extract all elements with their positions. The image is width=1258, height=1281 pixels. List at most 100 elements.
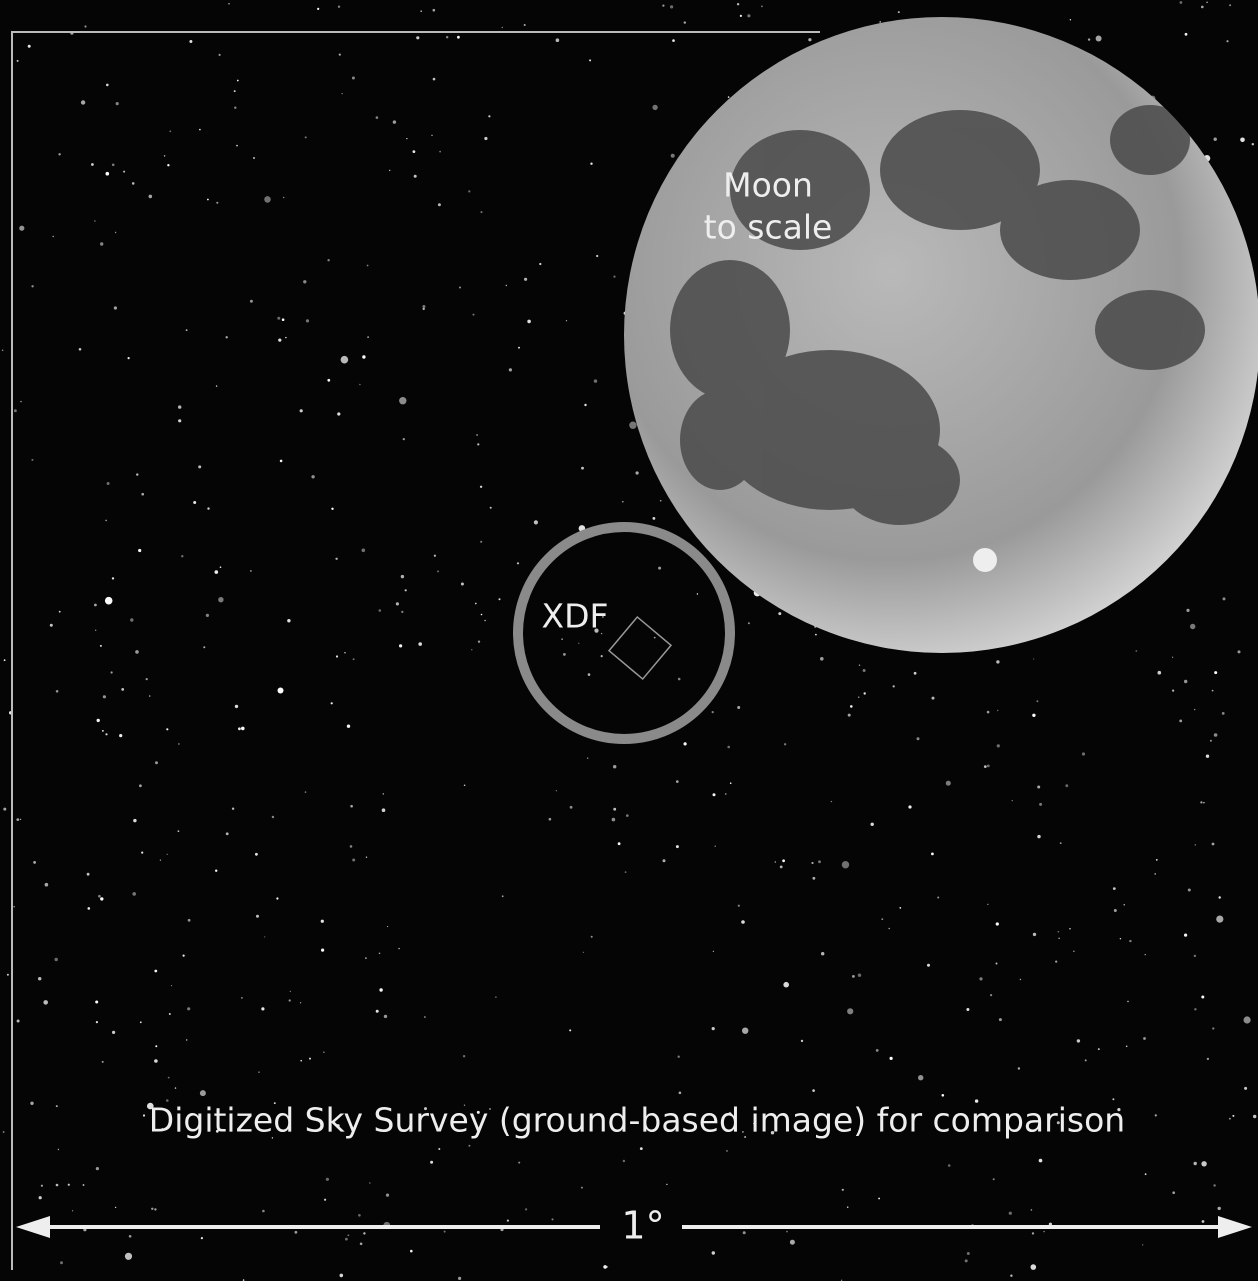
star xyxy=(105,520,107,522)
star xyxy=(715,846,716,847)
star xyxy=(363,1232,365,1234)
star xyxy=(1127,1001,1128,1002)
star xyxy=(360,1243,363,1246)
star xyxy=(1218,1207,1221,1210)
star xyxy=(878,1198,880,1200)
star xyxy=(1010,1275,1012,1277)
star xyxy=(105,597,113,605)
star xyxy=(613,276,615,278)
star xyxy=(1098,1048,1100,1050)
star xyxy=(549,818,552,821)
star xyxy=(679,1092,682,1095)
star xyxy=(457,36,460,39)
star xyxy=(1033,658,1034,659)
star xyxy=(105,733,107,735)
star xyxy=(398,948,399,949)
star xyxy=(327,379,330,382)
star xyxy=(326,1178,329,1181)
star xyxy=(345,1238,348,1241)
star xyxy=(201,1237,203,1239)
star xyxy=(164,155,165,156)
star xyxy=(588,673,591,676)
star xyxy=(253,157,255,159)
star xyxy=(813,877,816,880)
star xyxy=(305,136,307,138)
star xyxy=(420,10,422,12)
star xyxy=(1184,934,1187,937)
star xyxy=(1145,1173,1147,1175)
star xyxy=(596,255,598,257)
star xyxy=(401,575,404,578)
star xyxy=(258,1072,259,1073)
star xyxy=(820,657,824,661)
star xyxy=(1039,803,1042,806)
star xyxy=(946,781,951,786)
star xyxy=(102,730,104,732)
star xyxy=(287,619,290,622)
star xyxy=(876,1049,879,1052)
star xyxy=(83,1184,85,1186)
star xyxy=(17,60,19,62)
star xyxy=(431,135,432,136)
star xyxy=(1219,896,1221,898)
star xyxy=(1058,938,1059,939)
star xyxy=(509,368,512,371)
star xyxy=(241,727,245,731)
star xyxy=(433,9,436,12)
star xyxy=(1229,1118,1231,1120)
star xyxy=(128,357,130,359)
star xyxy=(484,620,486,622)
star xyxy=(1096,36,1102,42)
star xyxy=(84,25,86,27)
star xyxy=(1214,138,1217,141)
star xyxy=(879,21,881,23)
star xyxy=(130,618,133,621)
star xyxy=(672,39,675,42)
star xyxy=(94,220,96,222)
star xyxy=(79,348,82,351)
star xyxy=(1143,1037,1146,1040)
star xyxy=(808,38,811,41)
star xyxy=(676,845,679,848)
star xyxy=(578,643,579,644)
star xyxy=(468,190,470,192)
star xyxy=(1185,33,1188,36)
star xyxy=(821,952,824,955)
star xyxy=(1214,733,1218,737)
star xyxy=(399,397,406,404)
star xyxy=(430,1161,433,1164)
star xyxy=(434,555,436,557)
star xyxy=(295,1231,298,1234)
star xyxy=(1031,1264,1037,1270)
star xyxy=(96,1167,99,1170)
star xyxy=(193,501,196,504)
star xyxy=(167,854,168,855)
star xyxy=(524,278,527,281)
star xyxy=(337,412,340,415)
star xyxy=(948,1164,951,1167)
star xyxy=(232,808,234,810)
star xyxy=(612,818,616,822)
star xyxy=(1207,1058,1209,1060)
star xyxy=(676,780,679,783)
star xyxy=(178,830,180,832)
star xyxy=(41,1185,43,1187)
star xyxy=(626,814,629,817)
star xyxy=(871,823,874,826)
star xyxy=(115,232,116,233)
star xyxy=(168,1077,170,1079)
star xyxy=(53,236,54,237)
star xyxy=(115,1207,116,1208)
star xyxy=(1229,4,1231,6)
star xyxy=(725,793,726,794)
star xyxy=(1172,690,1174,692)
star xyxy=(1212,1027,1214,1029)
star xyxy=(652,105,657,110)
star xyxy=(321,949,324,952)
star xyxy=(748,622,750,624)
star xyxy=(358,1214,361,1217)
star xyxy=(859,665,860,666)
star xyxy=(1077,1039,1080,1042)
star xyxy=(72,1210,73,1211)
star xyxy=(914,672,917,675)
